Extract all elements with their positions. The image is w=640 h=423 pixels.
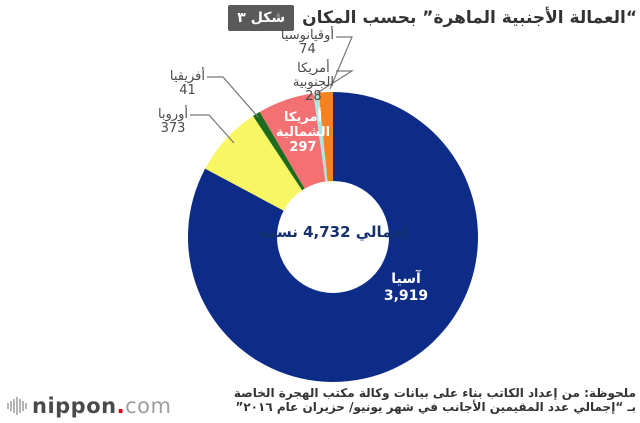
callout-south-america-line2: الجنوبية — [292, 75, 334, 90]
leader-line-europe — [190, 114, 235, 144]
slice-label-asia-value: 3,919 — [383, 288, 429, 304]
slice-namerica — [259, 93, 326, 189]
logo-name: nippon — [32, 394, 117, 418]
callout-oceania-name: أوقيانوسيا — [280, 28, 334, 43]
callout-oceania: أوقيانوسيا 74 — [281, 29, 334, 57]
donut-center-total: إجمالي 4,732 نسمة — [257, 223, 409, 241]
callout-south-america-line1: أمريكا — [297, 61, 330, 76]
logo-dot: . — [116, 394, 126, 418]
figure-number-badge: شكل ٣ — [228, 5, 295, 31]
callout-europe-value: 373 — [160, 121, 186, 136]
slice-europe — [205, 116, 303, 211]
leader-line-africa — [207, 76, 259, 118]
slice-asia — [187, 92, 478, 383]
slice-label-asia: آسيا 3,919 — [378, 271, 434, 305]
leader-line-oceania — [329, 36, 353, 90]
slice-label-asia-name: آسيا — [391, 271, 421, 287]
callout-africa-name: أفريقيا — [169, 69, 205, 84]
equalizer-bars-icon — [7, 397, 27, 415]
page-title: “العمالة الأجنبية الماهرة” بحسب المكان — [302, 8, 637, 28]
callout-africa: أفريقيا 41 — [170, 70, 205, 98]
slice-label-north-america-value: 297 — [289, 140, 317, 155]
source-note: ملحوظة: من إعداد الكاتب بناء على بيانات … — [234, 386, 636, 414]
callout-oceania-value: 74 — [299, 42, 316, 57]
callout-europe-name: أوروبا — [157, 107, 188, 122]
slice-samerica — [313, 92, 328, 182]
callout-europe: أوروبا 373 — [158, 108, 188, 136]
source-note-line1: ملحوظة: من إعداد الكاتب بناء على بيانات … — [233, 386, 636, 400]
header: “العمالة الأجنبية الماهرة” بحسب المكان ش… — [228, 5, 637, 31]
logo-tld: com — [125, 394, 172, 418]
slice-africa — [253, 111, 305, 191]
slice-oceania — [318, 92, 333, 182]
callout-africa-value: 41 — [179, 83, 196, 98]
slice-label-north-america-line2: الشمالية — [275, 125, 331, 140]
callout-south-america: أمريكا الجنوبية 28 — [293, 62, 334, 104]
source-note-line2: بـ “إجمالي عدد المقيمين الأجانب في شهر ي… — [235, 400, 636, 414]
nippon-logo-text: nippon.com — [32, 394, 171, 418]
slice-label-north-america: أمريكا الشمالية 297 — [272, 110, 334, 155]
nippon-logo: nippon.com — [7, 394, 171, 418]
callout-south-america-value: 28 — [305, 89, 322, 104]
leader-line-samerica — [316, 70, 355, 94]
slice-label-north-america-line1: أمريكا — [284, 110, 322, 125]
